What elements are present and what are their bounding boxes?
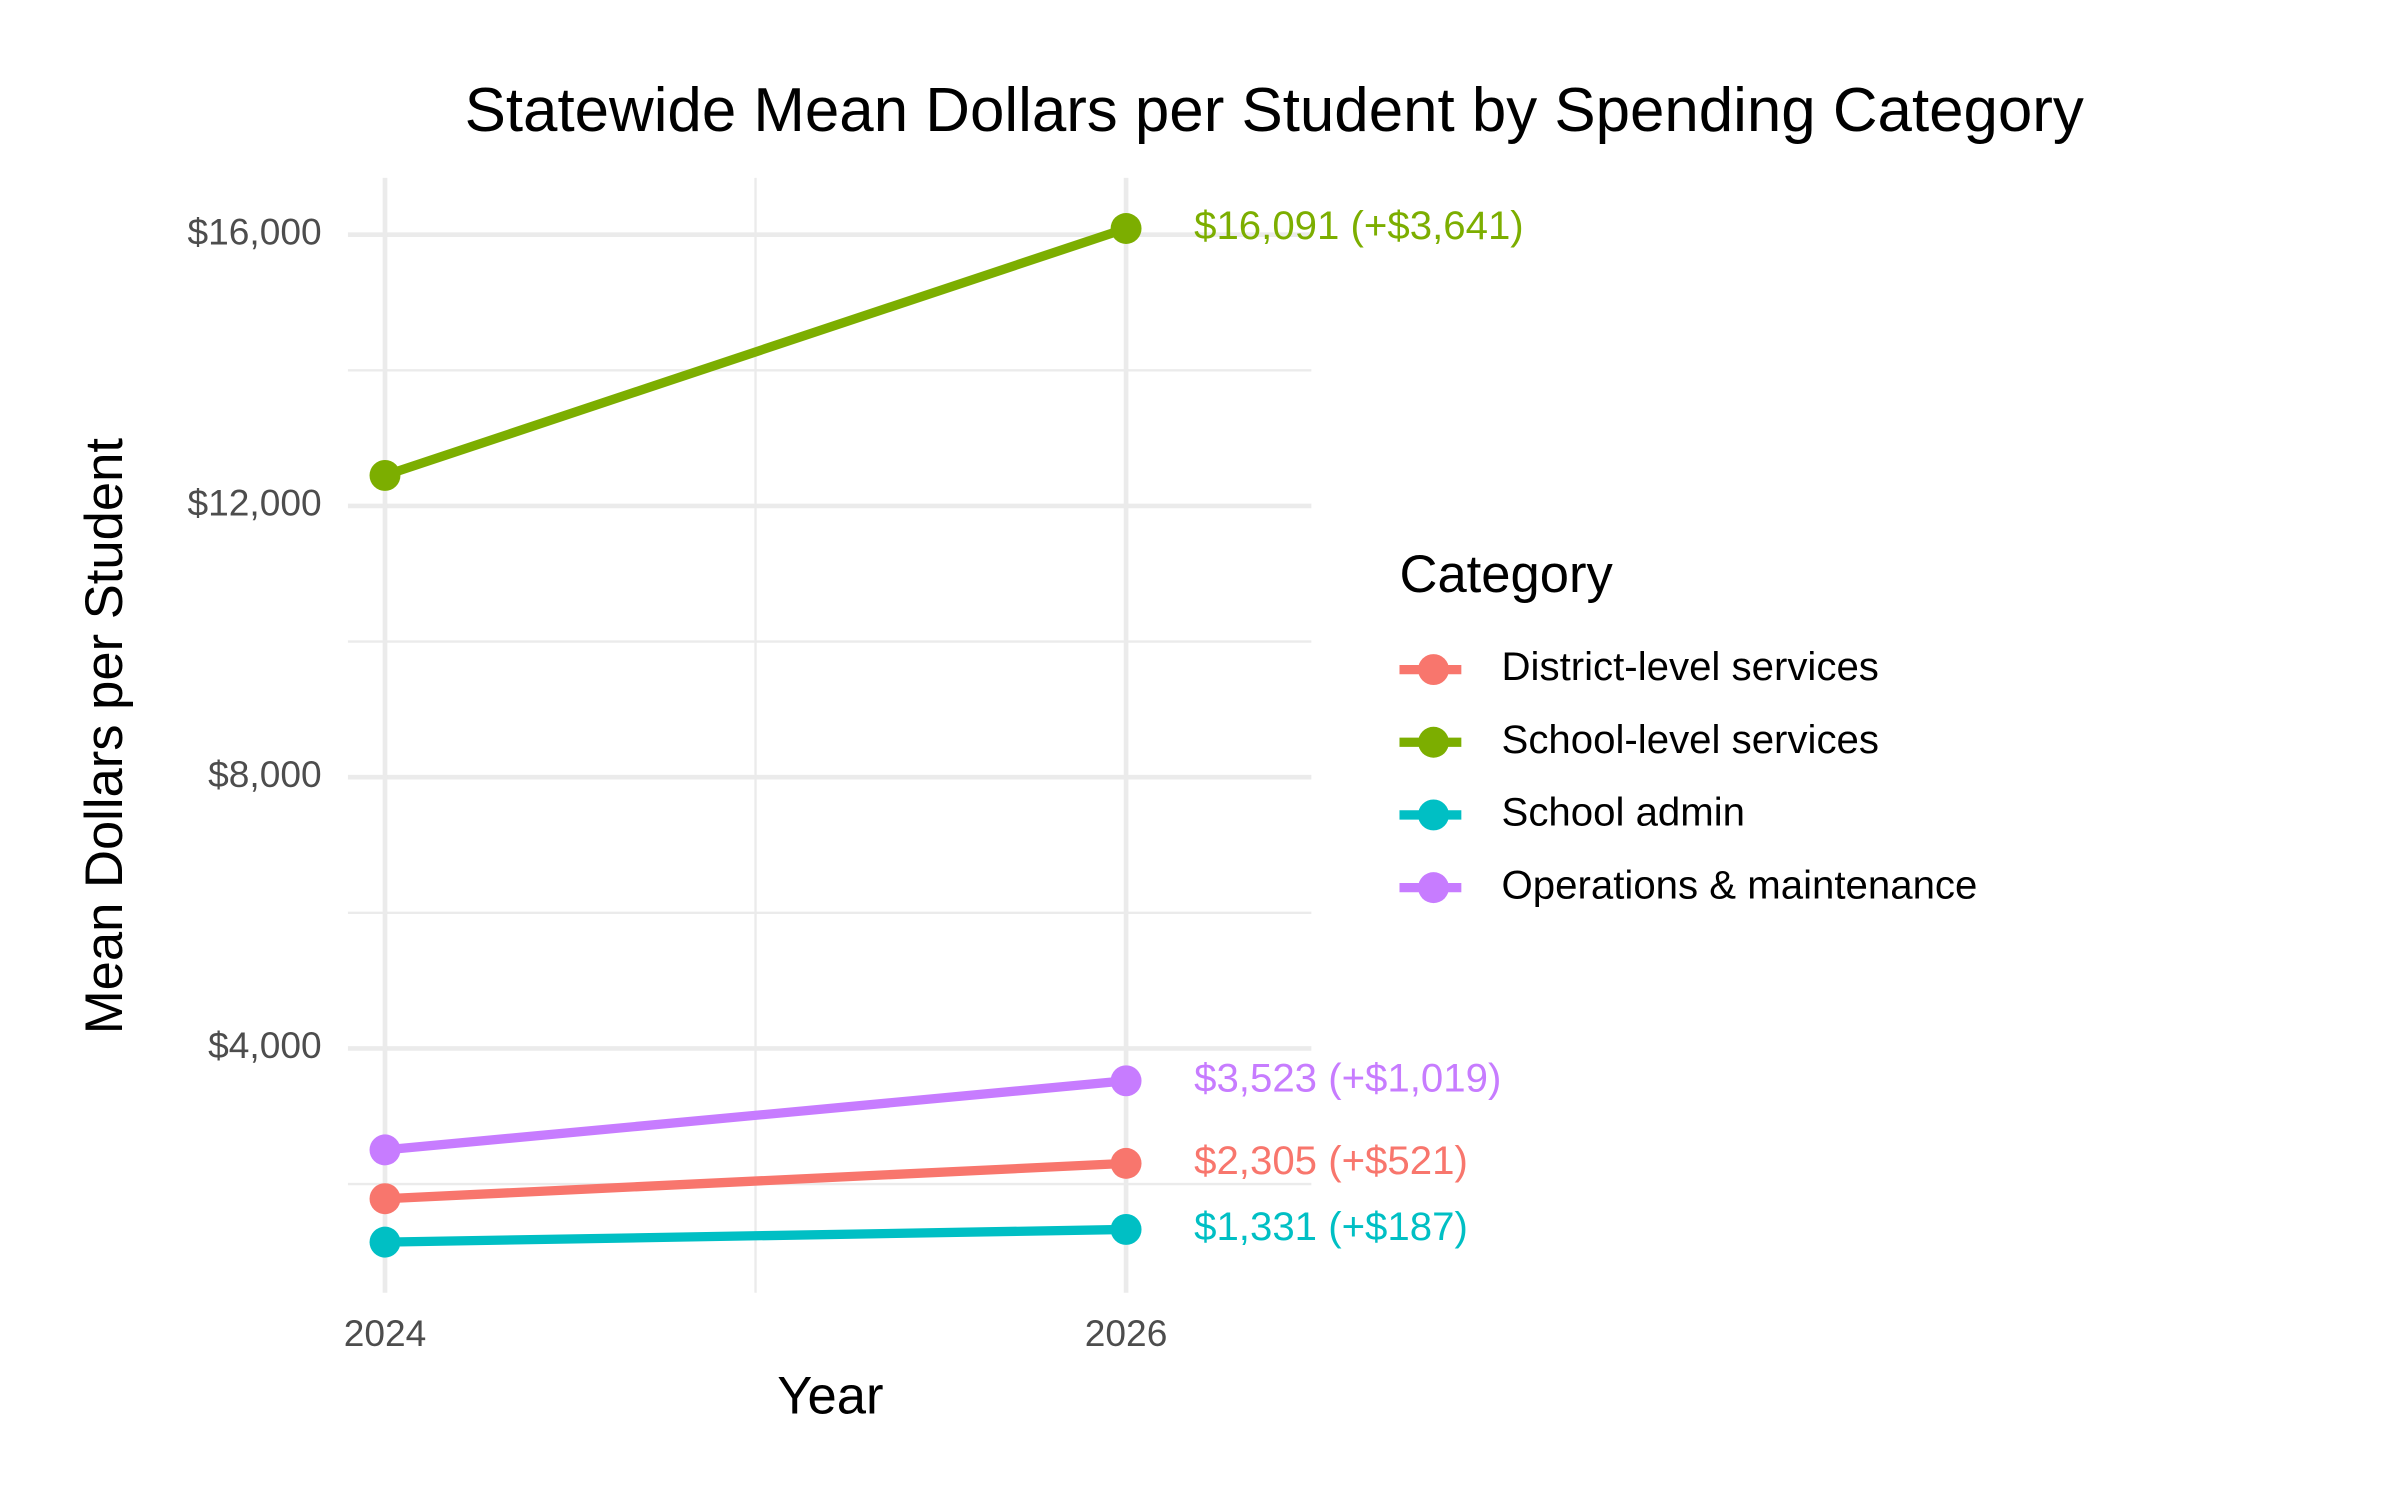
value-label: $16,091 (+$3,641) bbox=[1194, 203, 1524, 248]
legend-title: Category bbox=[1399, 545, 1613, 604]
y-tick-label: $16,000 bbox=[187, 210, 321, 252]
x-axis-label: Year bbox=[777, 1366, 883, 1425]
x-tick-label: 2024 bbox=[344, 1312, 427, 1354]
chart-title: Statewide Mean Dollars per Student by Sp… bbox=[465, 76, 2084, 145]
y-axis-label: Mean Dollars per Student bbox=[75, 438, 134, 1034]
legend-label: School admin bbox=[1502, 790, 1746, 835]
series-line bbox=[383, 224, 1128, 480]
series-line bbox=[384, 1158, 1127, 1204]
data-point bbox=[369, 1226, 401, 1258]
y-tick-label: $4,000 bbox=[208, 1024, 322, 1066]
data-point bbox=[1110, 1147, 1142, 1179]
legend-key-point bbox=[1418, 872, 1449, 904]
data-point bbox=[1110, 1213, 1142, 1245]
value-label: $2,305 (+$521) bbox=[1194, 1138, 1468, 1183]
legend-label: Operations & maintenance bbox=[1502, 862, 1978, 907]
series-line bbox=[384, 1224, 1127, 1247]
data-point bbox=[1110, 1065, 1142, 1097]
y-tick-label: $12,000 bbox=[187, 482, 321, 524]
data-point bbox=[369, 1134, 401, 1166]
legend-key-point bbox=[1418, 726, 1449, 758]
data-point bbox=[1110, 213, 1142, 244]
value-label: $3,523 (+$1,019) bbox=[1194, 1055, 1501, 1100]
x-tick-label: 2026 bbox=[1085, 1312, 1168, 1354]
legend-label: District-level services bbox=[1502, 644, 1879, 689]
series-line bbox=[384, 1076, 1127, 1155]
legend-label: School-level services bbox=[1502, 717, 1879, 762]
legend-key-point bbox=[1418, 654, 1449, 686]
value-label: $1,331 (+$187) bbox=[1194, 1204, 1468, 1249]
y-tick-label: $8,000 bbox=[208, 753, 322, 795]
data-point bbox=[369, 459, 401, 491]
data-point bbox=[369, 1183, 401, 1215]
legend-key-point bbox=[1418, 799, 1449, 831]
